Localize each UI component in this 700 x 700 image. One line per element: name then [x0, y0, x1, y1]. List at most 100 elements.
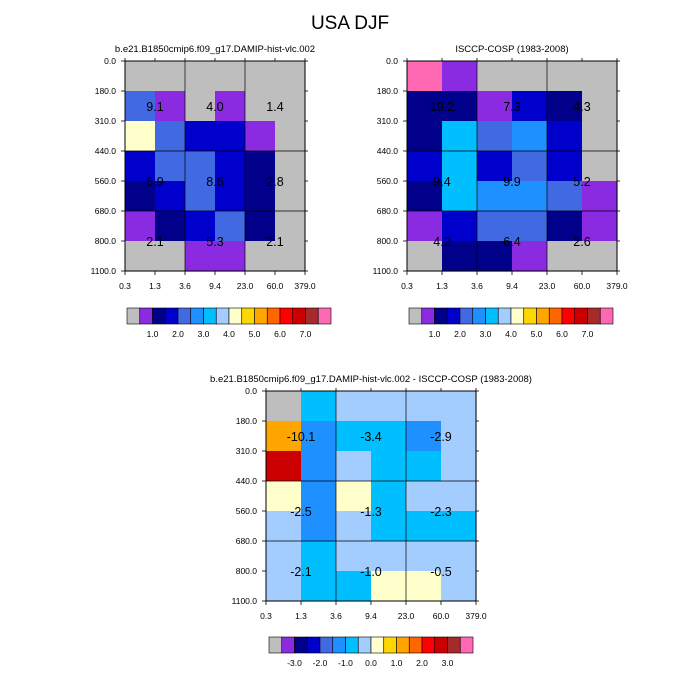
heatmap-cell — [406, 421, 442, 452]
heatmap-cell — [441, 451, 477, 482]
heatmap-cell — [371, 391, 407, 422]
x-tick-label: 379.0 — [606, 281, 628, 291]
heatmap-cell — [477, 181, 513, 212]
cell-value-label: 5.2 — [573, 175, 590, 189]
cell-value-label: 1.4 — [266, 100, 283, 114]
colorbar-box — [408, 307, 423, 325]
heatmap-cell — [266, 481, 302, 512]
colorbar-label: 7.0 — [582, 329, 594, 339]
colorbar-box — [215, 307, 230, 325]
y-tick-label: 180.0 — [95, 86, 117, 96]
cell-value-label: -0.5 — [430, 565, 452, 579]
colorbar-box — [164, 307, 179, 325]
cell-value-label: -1.0 — [360, 565, 382, 579]
heatmap-cell — [406, 571, 442, 602]
y-tick-label: 1100.0 — [232, 596, 258, 606]
cell-value-label: 4.2 — [433, 235, 450, 249]
colorbar-box — [203, 307, 217, 325]
heatmap-cell — [371, 451, 407, 482]
heatmap-cell — [512, 241, 548, 272]
y-tick-label: 440.0 — [377, 146, 399, 156]
x-tick-label: 1.3 — [436, 281, 448, 291]
heatmap-cell — [125, 241, 156, 272]
colorbar-label: 1.0 — [147, 329, 159, 339]
heatmap-cell — [266, 451, 302, 482]
heatmap-cell — [301, 511, 337, 542]
colorbar-box — [152, 307, 166, 325]
x-tick-label: 379.0 — [465, 611, 487, 621]
heatmap-cell — [266, 541, 302, 572]
heatmap-cell — [371, 541, 407, 572]
heatmap-cell — [301, 451, 337, 482]
x-tick-label: 9.4 — [365, 611, 377, 621]
heatmap-cell — [582, 91, 618, 122]
colorbar-box — [332, 636, 346, 654]
y-tick-label: 680.0 — [377, 206, 399, 216]
heatmap-cell — [185, 61, 216, 92]
heatmap-cell — [185, 91, 216, 122]
heatmap-cell — [215, 211, 246, 242]
cell-value-label: 2.6 — [573, 235, 590, 249]
heatmap-cell — [336, 481, 372, 512]
colorbar-box — [459, 636, 474, 654]
x-tick-label: 1.3 — [295, 611, 307, 621]
colorbar-box — [254, 307, 268, 325]
colorbar-box — [266, 307, 281, 325]
cell-value-label: -2.5 — [290, 505, 312, 519]
colorbar-box — [281, 636, 295, 654]
heatmap-cell — [155, 211, 186, 242]
y-tick-label: 310.0 — [377, 116, 399, 126]
colorbar-box — [126, 307, 141, 325]
colorbar-box — [599, 307, 614, 325]
colorbar-label: 2.0 — [416, 658, 428, 668]
heatmap-cell — [407, 61, 443, 92]
colorbar-label: 2.0 — [454, 329, 466, 339]
colorbar: 1.0 2.0 3.0 4.0 5.0 6.0 7.0 — [126, 307, 332, 339]
colorbar-box — [383, 636, 397, 654]
heatmap-cell — [155, 121, 186, 152]
y-tick-label: 0.0 — [386, 56, 398, 66]
heatmap-cell — [185, 121, 216, 152]
colorbar-box — [357, 636, 372, 654]
x-tick-label: 379.0 — [294, 281, 316, 291]
y-tick-label: 0.0 — [104, 56, 116, 66]
x-tick-label: 60.0 — [267, 281, 284, 291]
heatmap-cell — [547, 151, 583, 182]
heatmap-cell — [245, 211, 276, 242]
heatmap-panel-1: b.e21.B1850cmip6.f09_g17.DAMIP-hist-vlc.… — [91, 44, 332, 339]
heatmap-cell — [155, 151, 186, 182]
heatmap-cell — [407, 181, 443, 212]
colorbar-label: 3.0 — [480, 329, 492, 339]
heatmap-cell — [185, 241, 216, 272]
heatmap-cell — [125, 121, 156, 152]
y-tick-label: 1100.0 — [373, 266, 399, 276]
heatmap-cell — [441, 571, 477, 602]
heatmap-cell — [407, 241, 443, 272]
heatmap-cell — [582, 211, 618, 242]
heatmap-cell — [477, 151, 513, 182]
heatmap-cell — [245, 241, 276, 272]
heatmap-cell — [301, 571, 337, 602]
heatmap-cell — [275, 61, 306, 92]
heatmap-cell — [477, 91, 513, 122]
heatmap-cell — [371, 481, 407, 512]
cell-value-label: 6.9 — [146, 175, 163, 189]
colorbar-box — [345, 636, 359, 654]
heatmap-cell — [406, 511, 442, 542]
heatmap-cell — [582, 241, 618, 272]
heatmap-cell — [336, 451, 372, 482]
colorbar-box — [536, 307, 550, 325]
colorbar-box — [370, 636, 385, 654]
heatmap-cell — [336, 391, 372, 422]
heatmap-cell — [215, 241, 246, 272]
heatmap-cell — [125, 181, 156, 212]
heatmap-cell — [582, 61, 618, 92]
heatmap-cell — [275, 211, 306, 242]
heatmap-cell — [275, 181, 306, 212]
x-tick-label: 23.0 — [398, 611, 415, 621]
cell-value-label: 7.3 — [503, 100, 520, 114]
cell-value-label: 9.4 — [433, 175, 450, 189]
colorbar-label: 3.0 — [198, 329, 210, 339]
heatmap-cell — [547, 91, 583, 122]
heatmap-cell — [185, 181, 216, 212]
